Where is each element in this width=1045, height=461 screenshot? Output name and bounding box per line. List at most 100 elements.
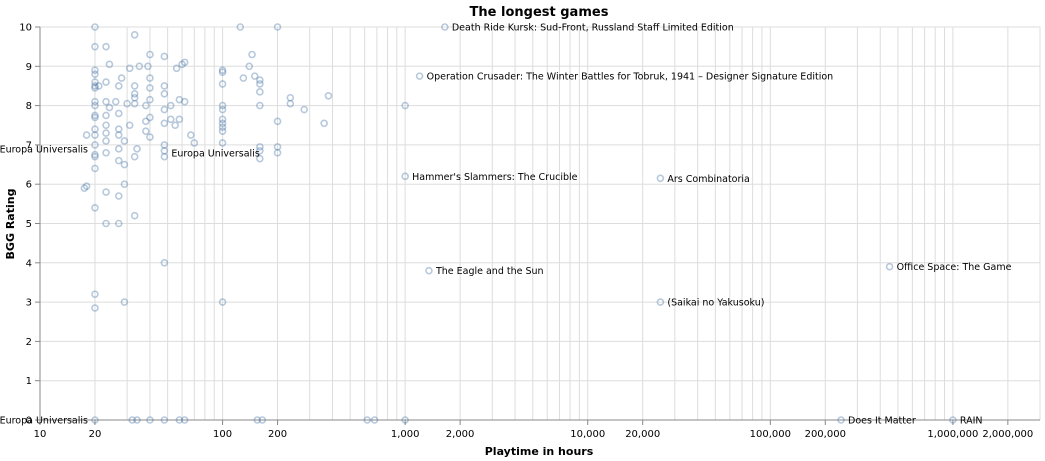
data-point <box>160 152 169 161</box>
data-point <box>91 111 99 120</box>
x-tick-label: 100,000 <box>750 429 791 440</box>
data-point <box>178 60 186 69</box>
data-point <box>441 23 449 31</box>
data-point <box>180 58 189 67</box>
annotation-label: The Eagle and the Sun <box>435 266 544 277</box>
data-point <box>146 84 154 92</box>
data-point <box>300 105 309 114</box>
data-point <box>218 66 227 75</box>
chart-title: The longest games <box>470 5 609 20</box>
x-tick-label: 100 <box>213 429 232 440</box>
data-point <box>273 117 282 126</box>
annotation-label: RAIN <box>960 416 983 427</box>
data-point <box>102 97 110 106</box>
data-point <box>218 119 227 128</box>
data-point <box>218 127 227 135</box>
data-point <box>102 148 110 157</box>
data-point <box>91 164 99 173</box>
data-point <box>82 182 91 190</box>
data-point <box>837 416 845 424</box>
data-point <box>656 298 665 306</box>
data-point <box>401 101 409 110</box>
data-point <box>114 125 123 133</box>
data-point <box>102 188 110 196</box>
data-point <box>218 80 227 88</box>
x-tick-label: 1,000 <box>391 429 420 440</box>
data-point <box>160 82 169 90</box>
data-point <box>91 42 99 51</box>
data-point <box>166 115 175 124</box>
data-point <box>91 97 99 106</box>
data-point <box>105 60 114 69</box>
data-point <box>91 101 99 110</box>
data-point <box>128 416 137 424</box>
data-point <box>91 23 99 31</box>
data-point <box>133 145 141 153</box>
data-point <box>82 131 91 139</box>
annotation-label: Hammer's Slammers: The Crucible <box>412 172 578 183</box>
data-point <box>401 416 409 424</box>
data-point <box>130 152 139 161</box>
data-point <box>166 101 175 110</box>
data-point <box>91 84 99 92</box>
data-point <box>120 160 129 169</box>
data-point <box>91 152 99 161</box>
y-tick-label: 4 <box>26 258 32 269</box>
data-point <box>286 99 295 108</box>
data-point <box>256 143 264 151</box>
data-point <box>135 62 144 71</box>
x-tick-label: 2,000 <box>446 429 475 440</box>
data-point <box>130 31 139 39</box>
data-point <box>95 82 103 90</box>
data-point <box>114 109 123 118</box>
data-point <box>91 70 99 78</box>
data-point <box>120 137 129 145</box>
annotations: Death Ride Kursk: Sud-Front, Russland St… <box>0 23 1012 427</box>
annotation-label: Europa Universalis <box>0 144 88 155</box>
annotation-label: Ars Combinatoria <box>667 174 750 185</box>
x-tick-label: 200,000 <box>805 429 846 440</box>
data-point <box>160 146 169 155</box>
y-tick-label: 3 <box>26 298 32 309</box>
data-point <box>218 105 227 114</box>
data-point <box>256 88 264 96</box>
data-point <box>102 219 110 228</box>
data-point <box>91 82 99 90</box>
data-point <box>273 148 282 157</box>
data-point <box>130 99 139 108</box>
y-tick-label: 8 <box>26 101 32 112</box>
data-point <box>120 180 129 188</box>
data-point <box>144 62 152 71</box>
data-point <box>256 101 264 110</box>
data-point <box>248 50 256 59</box>
data-point <box>91 66 99 75</box>
data-point <box>273 143 282 151</box>
data-point <box>171 121 179 130</box>
annotation-label: Europa Universalis <box>0 416 88 427</box>
data-point <box>218 115 227 124</box>
annotation-label: Office Space: The Game <box>897 262 1012 273</box>
data-point <box>250 72 259 80</box>
data-point <box>123 99 131 108</box>
data-point <box>320 119 328 128</box>
data-point <box>160 52 169 61</box>
data-point <box>114 192 123 200</box>
data-point <box>949 416 957 424</box>
data-point <box>114 156 123 165</box>
data-point <box>146 416 154 424</box>
data-point <box>130 93 139 102</box>
data-point <box>273 23 282 31</box>
data-point <box>111 97 120 106</box>
data-point <box>239 74 248 82</box>
data-point <box>175 115 184 124</box>
axes: 10 20 100 200 1,000 2,000 10,000 20,000 100,000 2… <box>19 23 1040 440</box>
data-point <box>187 131 195 139</box>
y-tick-label: 5 <box>26 219 32 230</box>
grid <box>39 26 1041 421</box>
data-point <box>245 62 254 71</box>
data-point <box>363 416 372 424</box>
data-point <box>175 95 184 104</box>
data-point <box>256 80 264 88</box>
data-point <box>172 64 181 73</box>
